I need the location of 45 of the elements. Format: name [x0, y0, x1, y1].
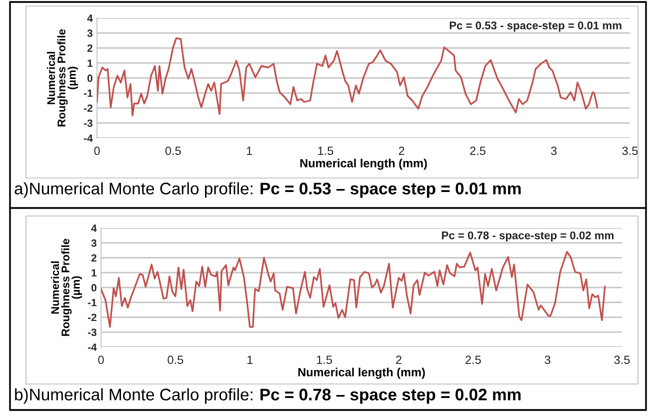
y-tick-label: -2	[84, 104, 92, 112]
y-tick-label: 2	[87, 44, 92, 52]
text: Pc = 0.53 – space step = 0.01 mm	[260, 182, 521, 198]
x-tick-label: 1	[247, 356, 253, 364]
y-tick-label: -3	[88, 328, 96, 336]
y-axis-title: Numerical Roughness Profile (µm)	[46, 29, 78, 126]
y-tick-label: 0	[87, 74, 92, 82]
x-axis-title: Numerical length (mm)	[300, 158, 427, 170]
y-tick-label: -1	[88, 298, 97, 306]
y-tick-label: 2	[91, 254, 96, 262]
x-tick-label: 0.5	[165, 146, 181, 156]
y-tick-label: -1	[84, 90, 93, 97]
y-tick-label: 0	[91, 284, 96, 292]
line-series	[97, 37, 598, 116]
y-tick-label: 3	[87, 30, 92, 37]
x-tick-label: 2.5	[470, 146, 486, 156]
y-tick-label: 1	[92, 269, 97, 276]
y-tick-label: 4	[91, 224, 97, 232]
x-tick-label: 2	[396, 356, 402, 364]
line-series	[101, 250, 606, 328]
text: Pc = 0.78 – space step = 0.02 mm	[260, 388, 521, 404]
x-tick-label: 2	[398, 146, 404, 155]
x-axis-title: Numerical length (mm)	[298, 368, 425, 379]
annotation: Pc = 0.78 - space-step = 0.02 mm	[442, 231, 614, 242]
y-tick-label: -4	[84, 134, 93, 142]
x-tick-label: 3.5	[622, 146, 638, 156]
y-axis-title: Numerical Roughness Profile (µm)	[50, 238, 82, 336]
x-tick-label: 2.5	[466, 356, 481, 364]
x-tick-label: 1.5	[316, 356, 332, 364]
x-tick-label: 3	[544, 356, 550, 364]
y-tick-label: -4	[88, 344, 97, 351]
y-tick-label: -2	[88, 314, 96, 322]
y-tick-label: 1	[88, 60, 93, 67]
x-tick-label: 1.5	[318, 146, 334, 156]
text: a)Numerical Monte Carlo profile:	[14, 182, 252, 198]
x-tick-label: 0.5	[168, 356, 184, 364]
x-tick-label: 1	[246, 146, 252, 155]
y-tick-label: 4	[87, 14, 93, 22]
x-tick-label: 3.5	[614, 356, 630, 364]
x-tick-label: 0	[98, 356, 104, 364]
annotation: Pc = 0.53 - space-step = 0.01 mm	[450, 22, 622, 32]
y-tick-label: -3	[84, 120, 92, 127]
y-tick-label: 3	[91, 239, 96, 247]
text: b)Numerical Monte Carlo profile:	[15, 388, 252, 404]
x-tick-label: 3	[551, 146, 557, 156]
